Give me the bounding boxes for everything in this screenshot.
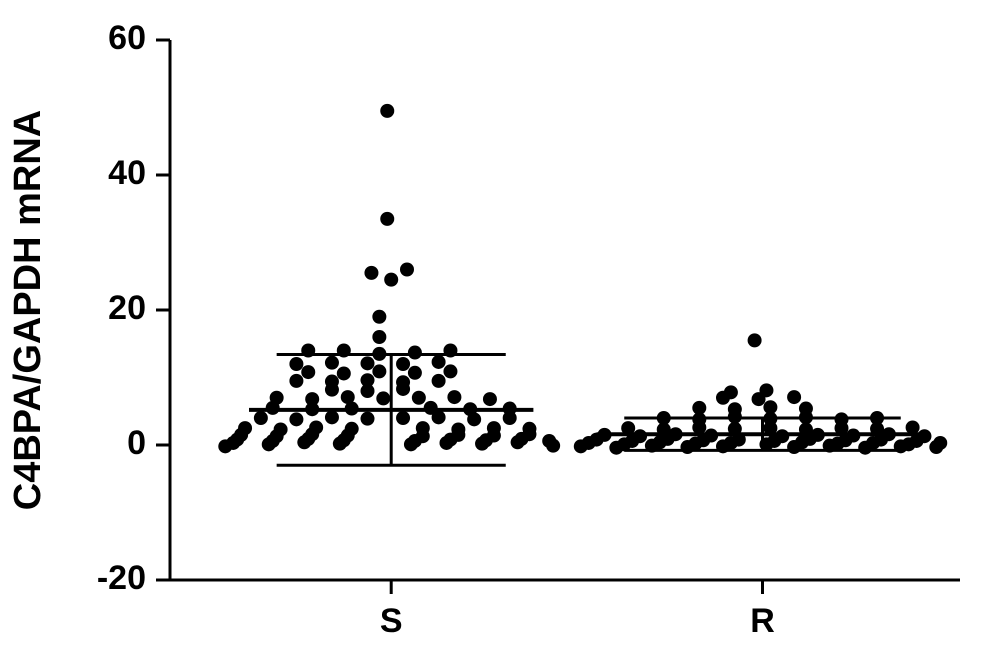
data-point [511,435,525,449]
data-point [475,437,489,451]
data-point [262,437,276,451]
data-point [289,374,303,388]
data-point [333,437,347,451]
data-point [716,391,730,405]
data-point [467,412,481,426]
y-tick-label: 20 [108,289,146,327]
data-point [396,411,410,425]
data-point [408,366,422,380]
data-point [337,366,351,380]
data-point [380,212,394,226]
data-point [384,273,398,287]
data-point [301,365,315,379]
data-point [443,364,457,378]
data-point [787,390,801,404]
data-point [546,439,560,453]
data-point [380,104,394,118]
data-point [483,392,497,406]
data-point [372,310,386,324]
data-point [396,382,410,396]
y-axis-label: C4BPA/GAPDH mRNA [7,110,49,510]
data-point [408,346,422,360]
data-point [447,390,461,404]
data-point [266,401,280,415]
x-tick-label: R [750,602,775,640]
data-point [376,391,390,405]
data-point [752,392,766,406]
data-point [432,355,446,369]
data-point [325,410,339,424]
data-point [396,357,410,371]
data-point [404,437,418,451]
x-tick-label: S [380,602,403,640]
data-point [400,263,414,277]
data-point [748,333,762,347]
data-point [325,383,339,397]
data-point [372,364,386,378]
data-point [372,330,386,344]
data-point [297,435,311,449]
data-point [503,411,517,425]
data-point [609,441,623,455]
y-tick-label: -20 [97,559,146,597]
chart-container: -20 0 20 40 60 S R C4BPA/GAPDH mRNA [0,0,1000,663]
data-point [361,412,375,426]
data-point [440,436,454,450]
data-point [432,410,446,424]
y-tick-label: 0 [127,424,146,462]
y-tick-label: 40 [108,154,146,192]
y-tick-label: 60 [108,19,146,57]
data-point [858,441,872,455]
data-point [361,384,375,398]
data-point [432,374,446,388]
data-point [289,357,303,371]
data-point [289,412,303,426]
data-point [787,440,801,454]
data-point [218,439,232,453]
data-point [412,391,426,405]
data-point [574,439,588,453]
data-point [364,266,378,280]
data-point [325,356,339,370]
data-point [929,440,943,454]
scatter-chart: -20 0 20 40 60 S R C4BPA/GAPDH mRNA [0,0,1000,663]
data-point [254,411,268,425]
data-point [680,440,694,454]
data-point [361,356,375,370]
